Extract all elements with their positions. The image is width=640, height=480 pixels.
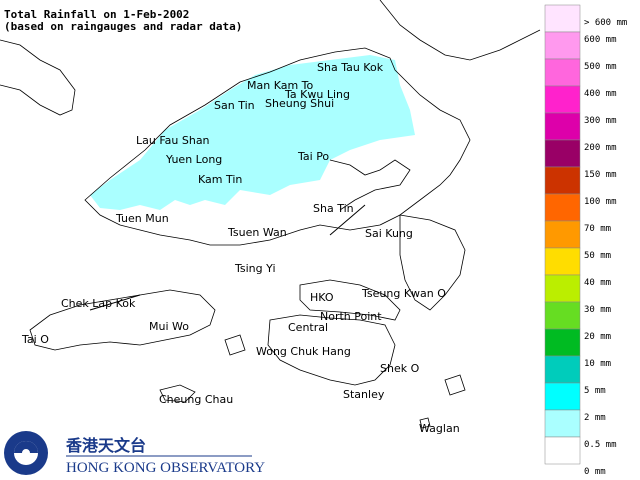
logo-english: HONG KONG OBSERVATORY bbox=[66, 460, 265, 476]
place-label: Man Kam To bbox=[247, 79, 314, 92]
place-label: Sheung Shui bbox=[265, 97, 334, 110]
coastline bbox=[84, 47, 471, 246]
kowloon bbox=[299, 279, 401, 321]
place-label: Lau Fau Shan bbox=[136, 134, 210, 147]
legend-label: 500 mm bbox=[584, 62, 617, 72]
logo-chinese: 香港天文台 bbox=[65, 436, 146, 455]
legend-swatch bbox=[544, 85, 581, 114]
legend-swatch bbox=[544, 355, 581, 384]
logo-emblem bbox=[14, 441, 38, 453]
coastline bbox=[379, 0, 541, 61]
place-label: Tsing Yi bbox=[234, 262, 276, 275]
subtitle: (based on raingauges and radar data) bbox=[4, 20, 242, 33]
place-label: Waglan bbox=[419, 422, 460, 435]
place-label: Shek O bbox=[380, 362, 420, 375]
legend-label: 40 mm bbox=[584, 278, 611, 288]
legend-swatch bbox=[544, 301, 581, 330]
legend-label: 100 mm bbox=[584, 197, 617, 207]
place-label: HKO bbox=[310, 291, 334, 304]
legend-label: 300 mm bbox=[584, 116, 617, 126]
legend-label: 10 mm bbox=[584, 359, 611, 369]
tunnel-line bbox=[329, 204, 366, 236]
place-label: North Point bbox=[320, 310, 382, 323]
place-label: Yuen Long bbox=[165, 153, 222, 166]
legend-label: 400 mm bbox=[584, 89, 617, 99]
legend-swatch bbox=[544, 436, 581, 465]
place-label: Sha Tin bbox=[313, 202, 354, 215]
legend-label: 50 mm bbox=[584, 251, 611, 261]
place-label: Sha Tau Kok bbox=[317, 61, 384, 74]
place-label: Tuen Mun bbox=[115, 212, 169, 225]
legend-label: 0 mm bbox=[584, 467, 606, 477]
place-label: Central bbox=[288, 321, 328, 334]
place-label: Sai Kung bbox=[365, 227, 413, 240]
legend-label: 0.5 mm bbox=[584, 440, 617, 450]
legend-label: > 600 mm bbox=[584, 18, 627, 28]
legend-swatch bbox=[544, 58, 581, 87]
place-label: Ta Kwu Ling bbox=[284, 88, 350, 101]
legend-swatch bbox=[544, 4, 581, 33]
islands bbox=[159, 334, 466, 429]
legend-swatch bbox=[544, 247, 581, 276]
place-label: Mui Wo bbox=[149, 320, 189, 333]
place-label: Tai O bbox=[21, 333, 49, 346]
legend-swatch bbox=[544, 220, 581, 249]
legend-swatch bbox=[544, 328, 581, 357]
coastline bbox=[0, 39, 76, 116]
place-label: Tseung Kwan O bbox=[361, 287, 446, 300]
rainfall-area bbox=[90, 55, 415, 210]
legend-swatch bbox=[544, 166, 581, 195]
title: Total Rainfall on 1-Feb-2002 bbox=[4, 8, 189, 21]
legend-label: 30 mm bbox=[584, 305, 611, 315]
sai-kung bbox=[399, 214, 466, 311]
place-label: Cheung Chau bbox=[159, 393, 233, 406]
legend-swatch bbox=[544, 409, 581, 438]
lantau-island bbox=[29, 289, 216, 351]
legend: > 600 mm 600 mm 500 mm 400 mm 300 mm 200 mm 15… bbox=[544, 4, 627, 477]
legend-label: 600 mm bbox=[584, 35, 617, 45]
place-label: Tsuen Wan bbox=[227, 226, 287, 239]
legend-label: 70 mm bbox=[584, 224, 611, 234]
bridge-line bbox=[89, 294, 141, 311]
place-label: San Tin bbox=[214, 99, 255, 112]
place-label: Wong Chuk Hang bbox=[256, 345, 351, 358]
legend-label: 20 mm bbox=[584, 332, 611, 342]
legend-label: 150 mm bbox=[584, 170, 617, 180]
place-label: Stanley bbox=[343, 388, 385, 401]
legend-swatch bbox=[544, 382, 581, 411]
place-label: Tai Po bbox=[297, 150, 329, 163]
legend-label: 2 mm bbox=[584, 413, 606, 423]
legend-label: 5 mm bbox=[584, 386, 606, 396]
logo: 香港天文台 HONG KONG OBSERVATORY bbox=[4, 431, 265, 476]
legend-swatch bbox=[544, 139, 581, 168]
hk-island bbox=[267, 314, 396, 386]
tolo-harbour bbox=[329, 159, 411, 211]
place-label: Chek Lap Kok bbox=[61, 297, 136, 310]
legend-label: 200 mm bbox=[584, 143, 617, 153]
legend-swatch bbox=[544, 112, 581, 141]
legend-swatch bbox=[544, 193, 581, 222]
place-label: Kam Tin bbox=[198, 173, 242, 186]
legend-swatch bbox=[544, 274, 581, 303]
legend-swatch bbox=[544, 31, 581, 60]
